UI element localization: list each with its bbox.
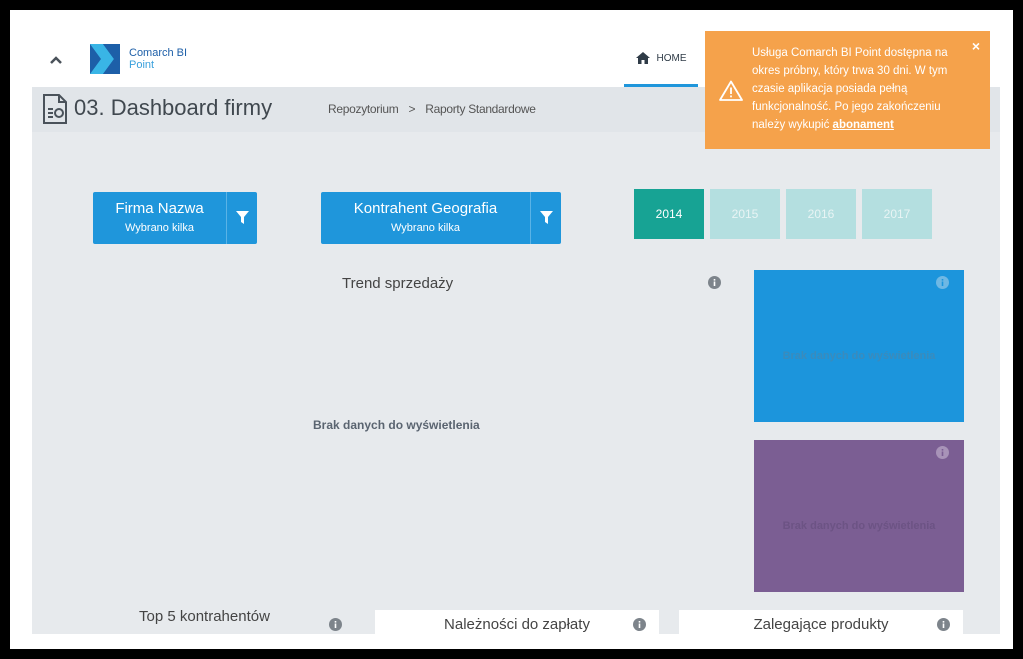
info-icon[interactable] — [936, 276, 949, 289]
trial-notification: × Usługa Comarch BI Point dostępna na ok… — [705, 31, 990, 149]
year-2014-button[interactable]: 2014 — [634, 189, 704, 239]
filter-firma-subtitle: Wybrano kilka — [125, 222, 194, 234]
year-2015-button[interactable]: 2015 — [710, 189, 780, 239]
nav-home-tab[interactable]: HOME — [624, 32, 698, 87]
dashboard-content: Firma Nazwa Wybrano kilka Kontrahent Geo… — [32, 132, 1000, 634]
logo: Comarch BI Point — [90, 44, 187, 74]
funnel-icon — [539, 211, 553, 224]
funnel-icon — [235, 211, 249, 224]
collapse-chevron-icon[interactable] — [46, 50, 66, 70]
top5-contractors-title: Top 5 kontrahentów — [139, 608, 270, 625]
notification-message: Usługa Comarch BI Point dostępna na okre… — [752, 47, 948, 131]
tile-purple-no-data: Brak danych do wyświetlenia — [782, 520, 936, 532]
filter-kontrahent-title: Kontrahent Geografia — [353, 200, 498, 217]
breadcrumb-separator: > — [408, 102, 416, 116]
stale-products-title: Zalegające produkty — [753, 616, 889, 633]
logo-line2: Point — [129, 59, 155, 71]
report-document-icon — [43, 94, 67, 124]
close-icon[interactable]: × — [971, 38, 980, 54]
filter-firma-title: Firma Nazwa — [115, 200, 204, 217]
filter-firma-nazwa-label: Firma Nazwa Wybrano kilka — [93, 192, 226, 244]
filter-kontrahent-button[interactable] — [530, 192, 561, 244]
trend-chart-title: Trend sprzedaży — [342, 275, 454, 292]
subscription-link[interactable]: abonament — [832, 119, 894, 131]
info-icon[interactable] — [708, 276, 721, 289]
filter-firma-button[interactable] — [226, 192, 257, 244]
year-2017-button[interactable]: 2017 — [862, 189, 932, 239]
home-icon — [635, 52, 650, 64]
receivables-panel: Należności do zapłaty — [375, 610, 659, 634]
info-icon[interactable] — [329, 618, 342, 631]
stale-products-panel: Zalegające produkty — [679, 610, 963, 634]
breadcrumb: Repozytorium > Raporty Standardowe — [328, 102, 536, 116]
trend-no-data: Brak danych do wyświetlenia — [313, 418, 480, 432]
logo-text: Comarch BI Point — [129, 47, 187, 71]
logo-mark-icon — [90, 44, 120, 74]
year-selector: 2014 2015 2016 2017 — [634, 189, 932, 239]
kpi-tile-blue: Brak danych do wyświetlenia — [754, 270, 964, 422]
kpi-tile-purple: Brak danych do wyświetlenia — [754, 440, 964, 592]
filter-kontrahent-subtitle: Wybrano kilka — [391, 222, 460, 234]
info-icon[interactable] — [936, 446, 949, 459]
filter-firma-nazwa[interactable]: Firma Nazwa Wybrano kilka — [93, 192, 257, 244]
window-frame: Comarch BI Point HOME — [10, 10, 1013, 649]
warning-icon — [719, 80, 743, 101]
year-2016-button[interactable]: 2016 — [786, 189, 856, 239]
receivables-title: Należności do zapłaty — [444, 616, 590, 633]
info-icon[interactable] — [633, 618, 646, 631]
page-title: 03. Dashboard firmy — [74, 95, 273, 120]
logo-line1: Comarch BI — [129, 47, 188, 59]
tile-blue-no-data: Brak danych do wyświetlenia — [782, 350, 936, 362]
filter-kontrahent-label: Kontrahent Geografia Wybrano kilka — [321, 192, 530, 244]
filter-kontrahent-geografia[interactable]: Kontrahent Geografia Wybrano kilka — [321, 192, 561, 244]
nav-home-label: HOME — [656, 52, 687, 64]
notification-text: Usługa Comarch BI Point dostępna na okre… — [752, 44, 972, 134]
breadcrumb-standard-reports[interactable]: Raporty Standardowe — [425, 102, 536, 116]
breadcrumb-repository[interactable]: Repozytorium — [328, 102, 399, 116]
info-icon[interactable] — [937, 618, 950, 631]
